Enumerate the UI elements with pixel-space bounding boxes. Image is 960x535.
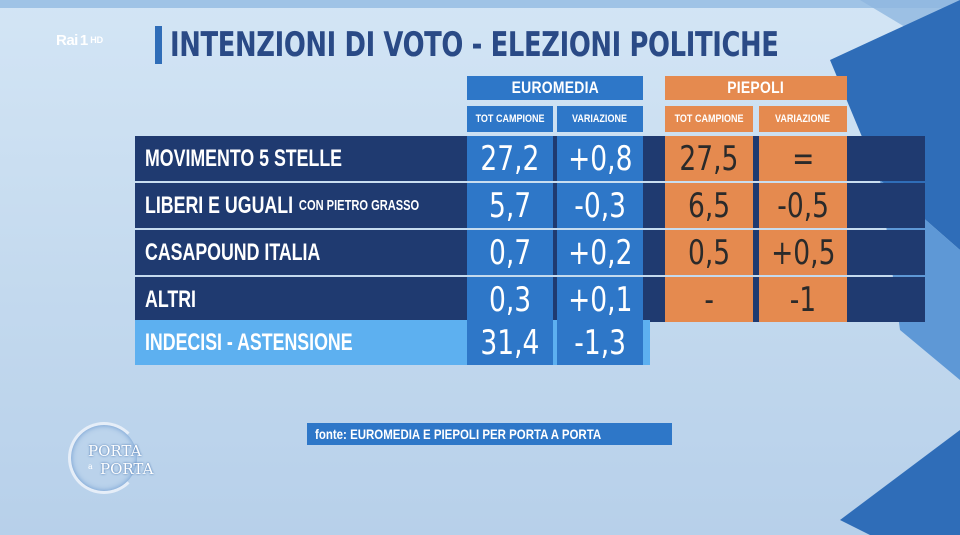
piepoli-total-cell: 6,5 [665, 183, 753, 228]
piepoli-variation-cell: = [759, 136, 847, 181]
piepoli-variation-cell: -1 [759, 277, 847, 322]
channel-logo: Rai 1 HD [56, 31, 104, 49]
source-note: fonte: EUROMEDIA E PIEPOLI PER PORTA A P… [307, 423, 672, 445]
table-row: MOVIMENTO 5 STELLE 27,2 +0,8 27,5 = [135, 136, 925, 181]
table-row: INDECISI - ASTENSIONE 31,4 -1,3 [135, 320, 925, 365]
channel-quality: HD [90, 35, 104, 45]
euromedia-variation-cell: +0,1 [557, 277, 643, 322]
channel-number: 1 [79, 31, 89, 49]
table-row: CASAPOUND ITALIA 0,7 +0,2 0,5 +0,5 [135, 230, 925, 275]
euromedia-total-cell: 27,2 [467, 136, 553, 181]
euromedia-total-cell: 5,7 [467, 183, 553, 228]
piepoli-total-cell: 27,5 [665, 136, 753, 181]
group-header-euromedia: EUROMEDIA [467, 76, 643, 100]
row-label: INDECISI - ASTENSIONE [145, 328, 353, 356]
group-header-piepoli: PIEPOLI [665, 76, 847, 100]
channel-name: Rai [56, 31, 78, 49]
row-label: ALTRI [145, 285, 196, 313]
page-title: INTENZIONI DI VOTO - ELEZIONI POLITICHE [170, 25, 779, 65]
euromedia-total-cell: 0,3 [467, 277, 553, 322]
table-row: LIBERI E UGUALI CON PIETRO GRASSO 5,7 -0,… [135, 183, 925, 228]
row-label: LIBERI E UGUALI CON PIETRO GRASSO [145, 191, 420, 219]
logo-ring-icon [68, 422, 140, 494]
euromedia-variation-cell: +0,8 [557, 136, 643, 181]
row-sublabel: CON PIETRO GRASSO [298, 197, 420, 214]
euromedia-total-cell: 0,7 [467, 230, 553, 275]
top-strip [0, 0, 960, 8]
column-header-euromedia-variation: VARIAZIONE [557, 106, 643, 132]
show-logo: PORTA a PORTA [62, 418, 172, 500]
page-title-block: INTENZIONI DI VOTO - ELEZIONI POLITICHE [155, 22, 960, 68]
table-row: ALTRI 0,3 +0,1 - -1 [135, 277, 925, 322]
euromedia-variation-cell: -1,3 [557, 320, 643, 365]
column-header-piepoli-total: TOT CAMPIONE [665, 106, 753, 132]
row-label: MOVIMENTO 5 STELLE [145, 144, 343, 172]
piepoli-variation-cell: +0,5 [759, 230, 847, 275]
piepoli-total-cell: - [665, 277, 753, 322]
piepoli-total-cell: 0,5 [665, 230, 753, 275]
column-header-piepoli-variation: VARIAZIONE [759, 106, 847, 132]
column-header-euromedia-total: TOT CAMPIONE [467, 106, 553, 132]
row-label: CASAPOUND ITALIA [145, 238, 321, 266]
piepoli-variation-cell: -0,5 [759, 183, 847, 228]
title-accent-bar [155, 26, 162, 64]
euromedia-variation-cell: -0,3 [557, 183, 643, 228]
euromedia-total-cell: 31,4 [467, 320, 553, 365]
euromedia-variation-cell: +0,2 [557, 230, 643, 275]
